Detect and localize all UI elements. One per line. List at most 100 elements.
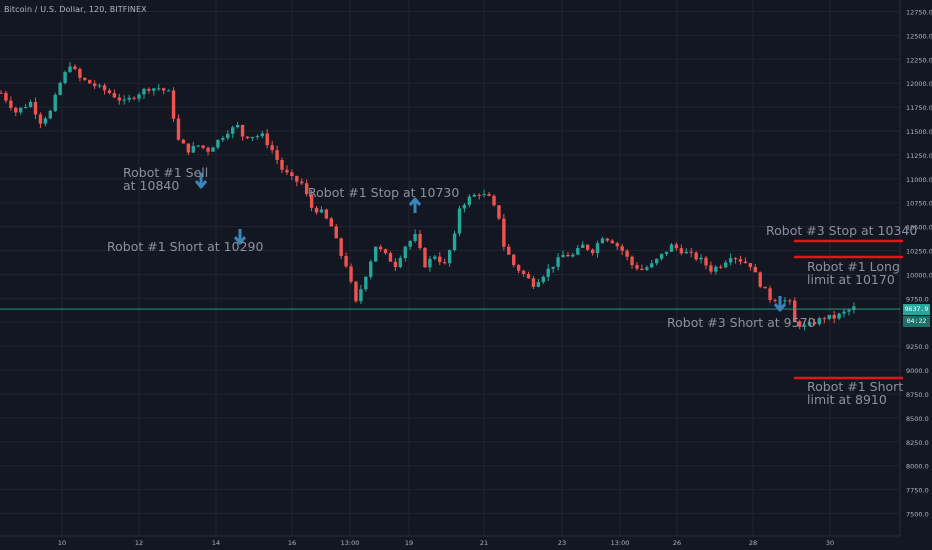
- candle-body: [142, 89, 146, 95]
- candle-body: [226, 133, 230, 139]
- candle-body: [423, 247, 427, 268]
- candle-body: [679, 248, 684, 254]
- candle-body: [714, 266, 718, 272]
- candle-body: [689, 251, 693, 253]
- candle-body: [625, 250, 629, 257]
- candle-body: [300, 181, 304, 184]
- candle-body: [290, 172, 294, 177]
- y-tick-label: 12250.0: [906, 56, 932, 64]
- candle-body: [78, 69, 82, 78]
- candle-body: [654, 258, 659, 264]
- candle-body: [472, 194, 476, 197]
- candle-body: [561, 254, 565, 258]
- candle-body: [43, 118, 48, 124]
- candle-body: [191, 145, 195, 153]
- annotation-robot1-short: Robot #1 Short at 10290: [107, 239, 264, 254]
- candle-body: [4, 92, 8, 101]
- candle-body: [383, 249, 388, 254]
- candle-body: [171, 90, 176, 119]
- x-tick-label: 14: [212, 539, 220, 547]
- candle-body: [408, 241, 412, 247]
- candle-body: [521, 270, 526, 275]
- candle-body: [753, 266, 757, 273]
- candle-body: [590, 249, 595, 254]
- y-tick-label: 8750.0: [906, 391, 929, 399]
- candle-body: [645, 267, 649, 270]
- candle-body: [812, 321, 817, 325]
- candle-body: [235, 124, 240, 128]
- candle-body: [181, 139, 186, 144]
- candle-body: [566, 254, 570, 257]
- candle-body: [260, 133, 264, 137]
- candle-body: [112, 93, 117, 98]
- y-tick-label: 10500.0: [906, 224, 932, 232]
- x-tick-label: 10: [58, 539, 66, 547]
- candle-body: [152, 88, 156, 91]
- candle-body: [245, 136, 250, 139]
- candle-body: [418, 233, 422, 248]
- candle-body: [388, 253, 393, 262]
- candle-body: [344, 255, 348, 267]
- candle-body: [196, 145, 200, 147]
- candle-body: [97, 85, 102, 87]
- signal-arrow-head: [773, 303, 787, 312]
- y-tick-label: 7750.0: [906, 487, 929, 495]
- candle-body: [847, 309, 851, 312]
- candle-body: [354, 281, 358, 302]
- candle-body: [166, 90, 171, 92]
- candle-body: [610, 240, 615, 244]
- annotation-robot1-long-limit: Robot #1 Long limit at 10170: [807, 259, 900, 287]
- x-tick-label: 26: [673, 539, 681, 547]
- candle-body: [763, 286, 767, 289]
- candle-body: [19, 107, 23, 113]
- candle-body: [728, 258, 733, 263]
- candle-body: [309, 194, 314, 208]
- candle-body: [674, 244, 679, 249]
- signal-arrow-head: [233, 236, 247, 245]
- candle-body: [684, 251, 688, 254]
- candle-body: [832, 314, 836, 319]
- candle-body: [9, 100, 13, 108]
- candle-body: [797, 321, 802, 327]
- y-tick-label: 10250.0: [906, 248, 932, 256]
- candle-body: [314, 207, 319, 213]
- y-tick-label: 9000.0: [906, 367, 929, 375]
- candle-body: [221, 138, 225, 140]
- annotation-robot3-short: Robot #3 Short at 9570: [667, 315, 816, 330]
- candle-body: [694, 252, 698, 260]
- candle-body: [58, 82, 62, 95]
- candle-body: [536, 282, 541, 287]
- candle-body: [546, 268, 550, 277]
- candle-body: [295, 176, 299, 182]
- candle-body: [359, 289, 363, 302]
- candle-body: [206, 147, 210, 152]
- candle-body: [571, 254, 575, 257]
- candle-body: [758, 272, 762, 287]
- candle-body: [516, 265, 521, 271]
- candle-body: [615, 243, 619, 247]
- candle-body: [738, 259, 743, 262]
- candle-body: [768, 288, 772, 300]
- x-tick-label: 13:00: [341, 539, 360, 547]
- candle-body: [581, 244, 585, 248]
- signal-arrow-head: [194, 180, 208, 189]
- x-tick-label: 28: [749, 539, 757, 547]
- y-tick-label: 8250.0: [906, 439, 929, 447]
- candle-body: [250, 136, 255, 139]
- candle-body: [664, 251, 669, 254]
- candle-body: [595, 243, 600, 254]
- candle-body: [413, 233, 417, 242]
- candle-body: [659, 253, 664, 259]
- candle-body: [48, 110, 52, 119]
- candle-body: [669, 244, 674, 252]
- y-tick-label: 11500.0: [906, 128, 932, 136]
- candle-body: [457, 208, 462, 234]
- candle-body: [14, 107, 18, 113]
- candle-body: [324, 209, 329, 219]
- candle-body: [433, 256, 437, 259]
- candle-body: [334, 226, 338, 239]
- y-tick-label: 8500.0: [906, 415, 929, 423]
- x-tick-label: 12: [135, 539, 143, 547]
- candle-body: [802, 325, 807, 327]
